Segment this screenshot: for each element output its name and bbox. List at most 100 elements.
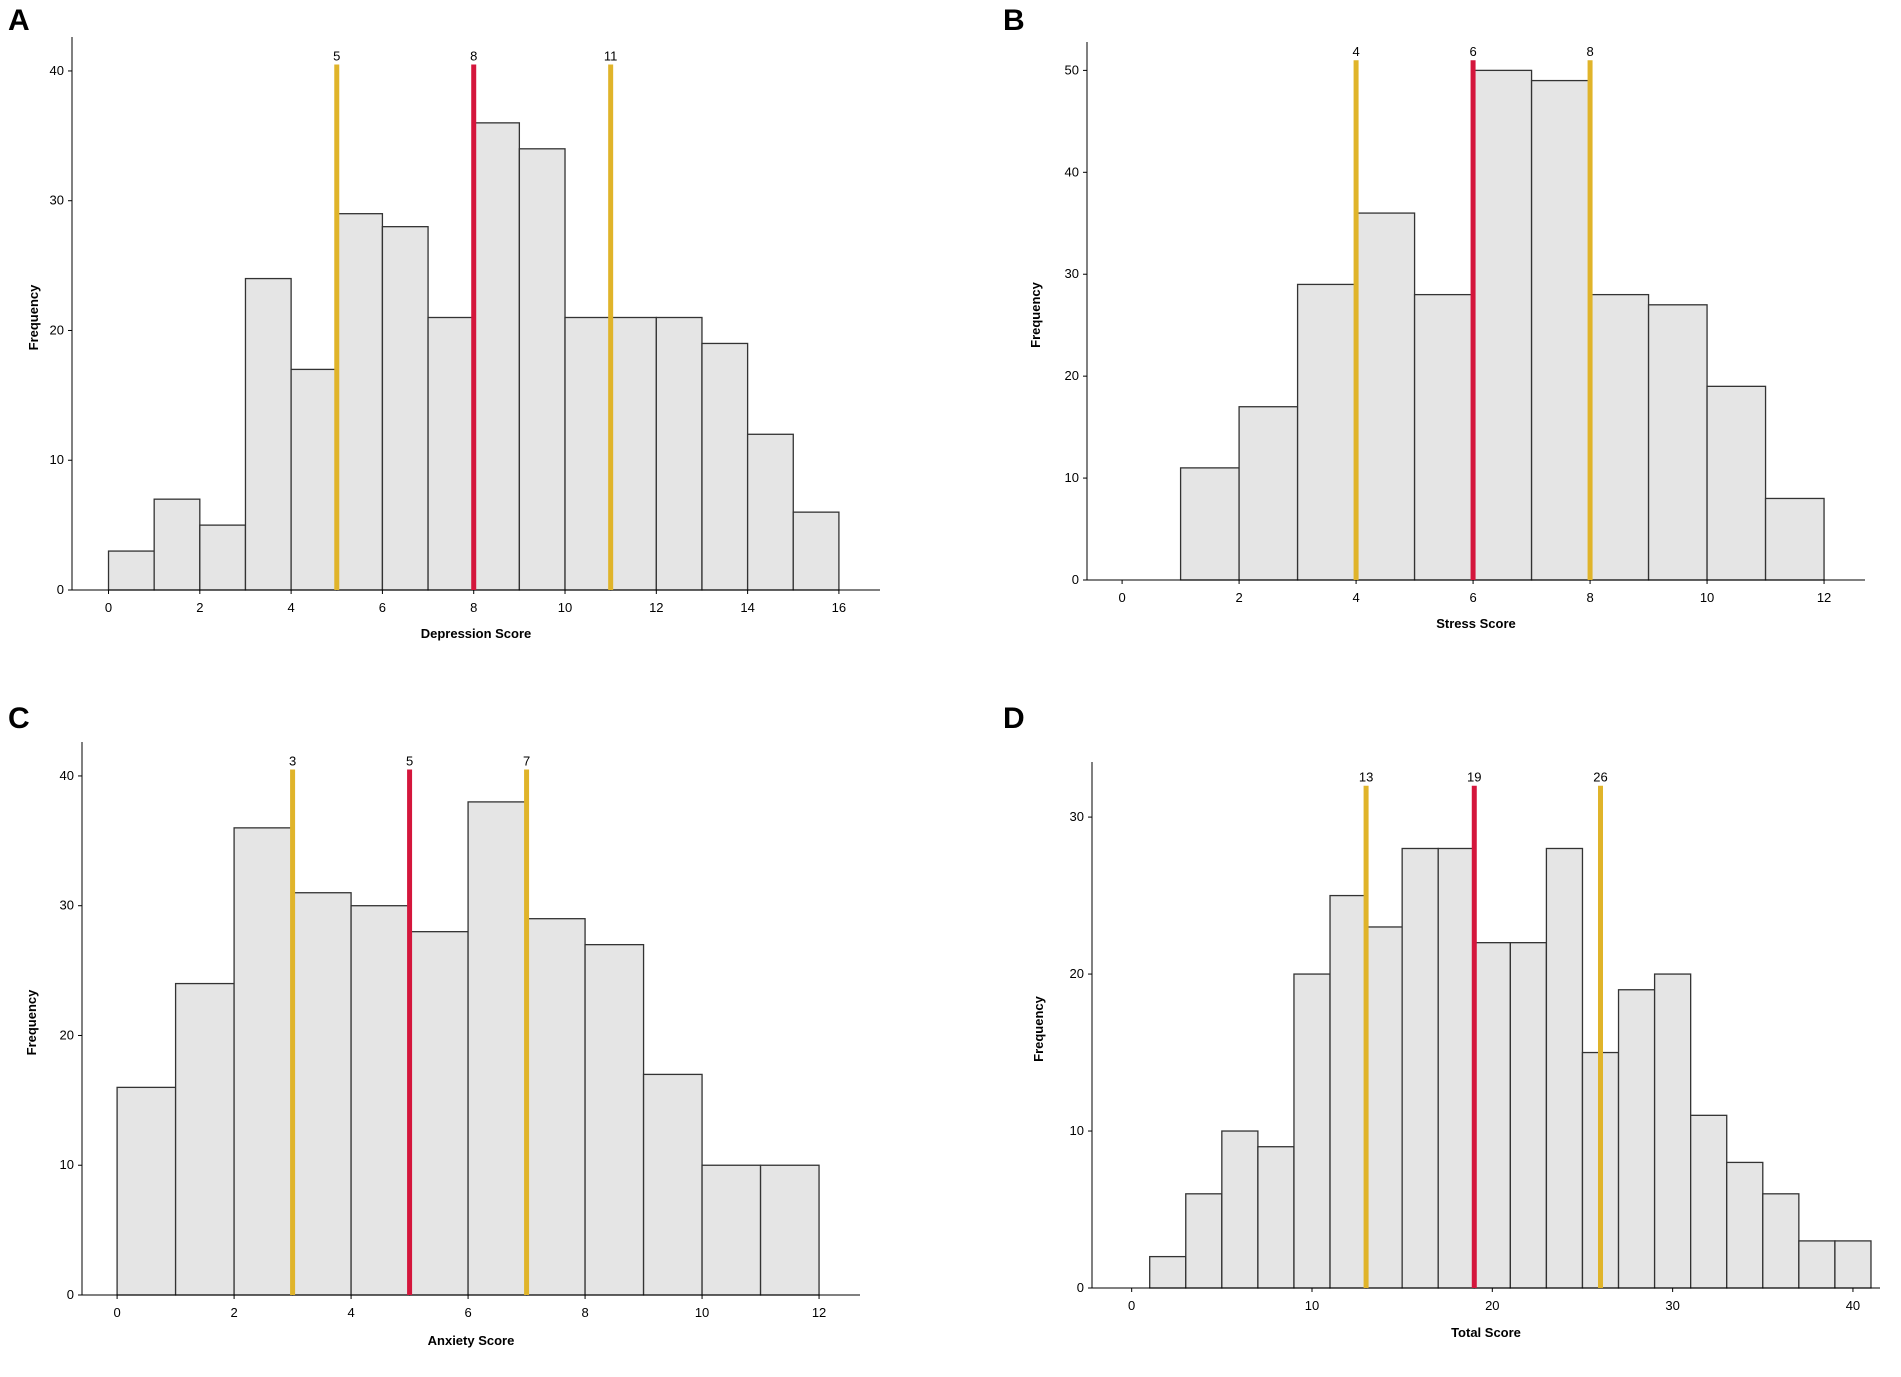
histogram-bar bbox=[291, 369, 337, 590]
histogram-bar bbox=[1415, 295, 1473, 580]
histogram-bar bbox=[1590, 295, 1648, 580]
histogram-bar bbox=[1655, 974, 1691, 1288]
x-axis-title: Stress Score bbox=[1436, 616, 1516, 631]
histogram-bar bbox=[117, 1087, 175, 1295]
y-tick-label: 30 bbox=[1070, 809, 1084, 824]
histogram-bar bbox=[1438, 848, 1474, 1288]
x-tick-label: 0 bbox=[113, 1305, 120, 1320]
histogram-bar bbox=[200, 525, 246, 590]
histogram-bar bbox=[1402, 848, 1438, 1288]
x-axis-title: Depression Score bbox=[421, 626, 532, 641]
histogram-bar bbox=[1330, 896, 1366, 1288]
histogram-bar bbox=[1366, 927, 1402, 1288]
marker-label: 26 bbox=[1593, 770, 1607, 785]
x-tick-label: 0 bbox=[1128, 1298, 1135, 1313]
panel-c: C 0 10 20 30 40 0 2 4 6 8 10 12 3 5 7 Anxiety Score Freq… bbox=[0, 700, 950, 1377]
histogram-bar bbox=[702, 343, 748, 590]
marker-label: 8 bbox=[470, 48, 477, 63]
histogram-bar bbox=[565, 318, 611, 591]
marker-label: 13 bbox=[1359, 770, 1373, 785]
histogram-bar bbox=[1258, 1147, 1294, 1288]
histogram-bar bbox=[1222, 1131, 1258, 1288]
y-tick-label: 40 bbox=[50, 63, 64, 78]
histogram-bar bbox=[748, 434, 794, 590]
x-tick-label: 4 bbox=[347, 1305, 354, 1320]
y-tick-label: 20 bbox=[1065, 368, 1079, 383]
x-tick-label: 6 bbox=[1469, 590, 1476, 605]
histogram-bar bbox=[410, 932, 468, 1295]
histogram-bar bbox=[1763, 1194, 1799, 1288]
histogram-chart: 0 10 20 30 0 10 20 30 40 13 19 26 Total Score Frequen… bbox=[1000, 700, 1900, 1355]
y-tick-label: 20 bbox=[1070, 966, 1084, 981]
x-tick-label: 8 bbox=[1586, 590, 1593, 605]
histogram-bar bbox=[351, 906, 409, 1295]
histogram-bar bbox=[337, 214, 383, 590]
x-tick-label: 4 bbox=[1352, 590, 1359, 605]
marker-label: 5 bbox=[333, 48, 340, 63]
x-tick-label: 2 bbox=[196, 600, 203, 615]
y-tick-label: 30 bbox=[1065, 266, 1079, 281]
histogram-bar bbox=[154, 499, 200, 590]
histogram-bar bbox=[1649, 305, 1707, 580]
histogram-bar bbox=[793, 512, 839, 590]
marker-label: 19 bbox=[1467, 770, 1481, 785]
histogram-bar bbox=[1473, 70, 1531, 580]
x-tick-label: 12 bbox=[1817, 590, 1831, 605]
y-tick-label: 20 bbox=[60, 1027, 74, 1042]
y-tick-label: 10 bbox=[1065, 470, 1079, 485]
y-axis-title: Frequency bbox=[26, 284, 41, 351]
histogram-bar bbox=[1546, 848, 1582, 1288]
x-tick-label: 2 bbox=[1235, 590, 1242, 605]
histogram-bar bbox=[382, 227, 428, 590]
x-tick-label: 8 bbox=[470, 600, 477, 615]
x-tick-label: 20 bbox=[1485, 1298, 1499, 1313]
x-tick-label: 40 bbox=[1846, 1298, 1860, 1313]
histogram-bar bbox=[245, 279, 291, 590]
histogram-bar bbox=[1239, 407, 1297, 580]
y-tick-label: 0 bbox=[57, 582, 64, 597]
histogram-bar bbox=[1691, 1115, 1727, 1288]
histogram-bar bbox=[468, 802, 526, 1295]
marker-label: 11 bbox=[604, 48, 618, 63]
x-tick-label: 4 bbox=[288, 600, 295, 615]
histogram-bar bbox=[234, 828, 292, 1295]
histogram-bar bbox=[761, 1165, 819, 1295]
y-tick-label: 40 bbox=[1065, 164, 1079, 179]
histogram-bar bbox=[702, 1165, 760, 1295]
x-tick-label: 16 bbox=[832, 600, 846, 615]
marker-label: 6 bbox=[1469, 44, 1476, 59]
histogram-bar bbox=[293, 893, 351, 1295]
histogram-bar bbox=[1707, 386, 1765, 580]
histogram-bar bbox=[109, 551, 155, 590]
histogram-chart: 0 10 20 30 40 0 2 4 6 8 10 12 14 16 5 8 11 Depression Sco… bbox=[0, 0, 950, 677]
histogram-bar bbox=[428, 318, 474, 591]
x-tick-label: 10 bbox=[1700, 590, 1714, 605]
x-tick-label: 2 bbox=[230, 1305, 237, 1320]
histogram-bar bbox=[1510, 943, 1546, 1288]
histogram-bar bbox=[1532, 81, 1590, 580]
histogram-bar bbox=[644, 1074, 702, 1295]
panel-b: B 0 10 20 30 40 50 0 2 4 6 8 10 12 4 6 8 Stress Score Fre… bbox=[1000, 0, 1901, 677]
histogram-bar bbox=[1294, 974, 1330, 1288]
histogram-bar bbox=[1150, 1257, 1186, 1288]
histogram-bar bbox=[1727, 1162, 1763, 1288]
x-axis-title: Total Score bbox=[1451, 1325, 1521, 1340]
x-axis-title: Anxiety Score bbox=[428, 1333, 515, 1348]
histogram-bar bbox=[1356, 213, 1414, 580]
histogram-bar bbox=[527, 919, 585, 1295]
x-tick-label: 14 bbox=[740, 600, 754, 615]
histogram-bar bbox=[1181, 468, 1239, 580]
y-axis-title: Frequency bbox=[24, 989, 39, 1056]
x-tick-label: 30 bbox=[1665, 1298, 1679, 1313]
histogram-bar bbox=[1186, 1194, 1222, 1288]
marker-label: 8 bbox=[1586, 44, 1593, 59]
histogram-bar bbox=[585, 945, 643, 1295]
y-tick-label: 0 bbox=[67, 1287, 74, 1302]
x-tick-label: 10 bbox=[558, 600, 572, 615]
x-tick-label: 12 bbox=[812, 1305, 826, 1320]
histogram-bar bbox=[474, 123, 520, 590]
histogram-bar bbox=[1799, 1241, 1835, 1288]
histogram-bar bbox=[176, 984, 234, 1295]
marker-label: 5 bbox=[406, 753, 413, 768]
histogram-chart: 0 10 20 30 40 0 2 4 6 8 10 12 3 5 7 Anxiety Score Freque… bbox=[0, 700, 950, 1355]
